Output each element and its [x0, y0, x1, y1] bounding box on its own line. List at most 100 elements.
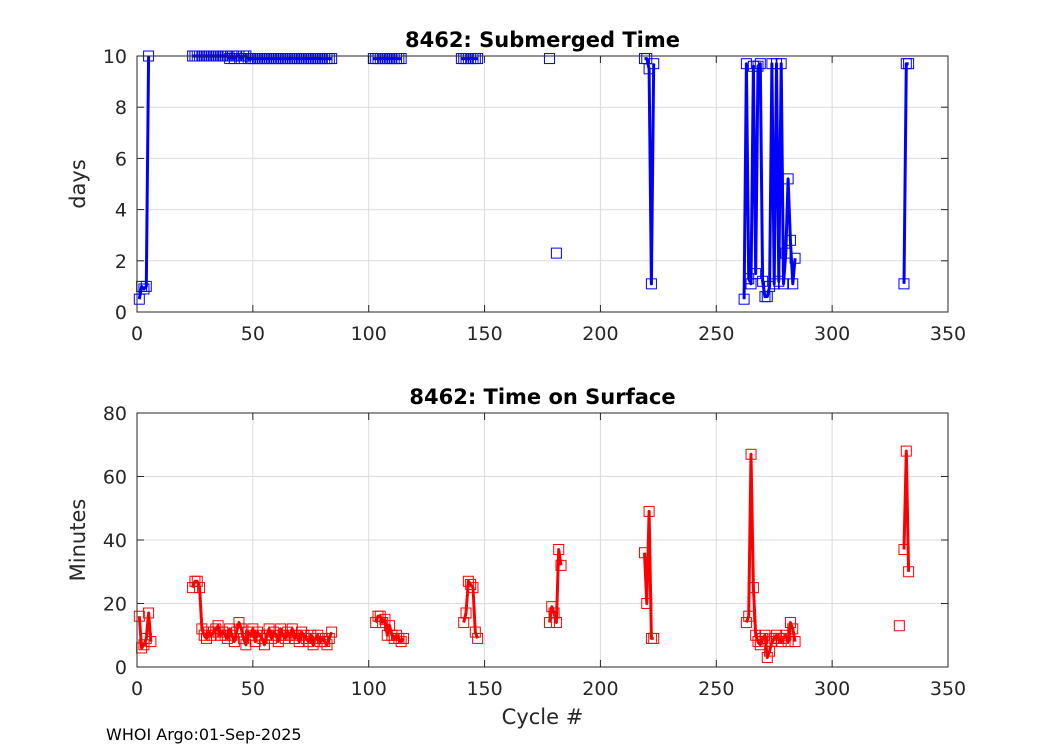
y-tick-label: 6 [115, 148, 127, 170]
data-point-marker [553, 544, 565, 556]
series-line [902, 62, 909, 284]
data-point-marker [898, 544, 910, 556]
x-tick-label: 350 [930, 678, 966, 700]
data-point-marker [759, 629, 771, 641]
plot-area [137, 56, 948, 312]
x-tick-label: 250 [698, 323, 734, 345]
data-point-marker [550, 617, 562, 629]
y-tick-label: 4 [115, 200, 127, 222]
data-point-marker [900, 445, 912, 457]
y-tick-label: 0 [115, 302, 127, 324]
data-point-marker [745, 448, 757, 460]
data-point-marker [460, 607, 472, 619]
x-tick-label: 150 [466, 678, 502, 700]
data-point-marker [782, 173, 794, 185]
data-point-marker [645, 278, 657, 290]
data-point-marker [648, 632, 660, 644]
data-point-marker [397, 632, 409, 644]
data-point-marker [326, 53, 338, 65]
data-point-marker [138, 639, 150, 651]
data-point-marker [546, 601, 558, 613]
series-line [643, 509, 654, 640]
data-point-marker [472, 53, 484, 65]
data-point-marker [787, 623, 799, 635]
data-point-marker [377, 617, 389, 629]
y-tick-label: 60 [103, 467, 127, 489]
chart-panel-2: 0 50 100 150 200 250 300 350 0 20 40 60 80 8462: Time… [66, 385, 966, 729]
data-point-marker [782, 636, 794, 648]
y-tick-label: 80 [103, 403, 127, 425]
data-point-marker [893, 620, 905, 632]
x-tick-label: 100 [351, 323, 387, 345]
data-point-marker [641, 598, 653, 609]
data-point-marker [138, 283, 150, 295]
data-point-marker [395, 636, 407, 648]
x-tick-label: 0 [131, 323, 143, 345]
axes-box [136, 412, 949, 668]
chart-title: 8462: Submerged Time [405, 28, 680, 52]
data-point-marker [757, 632, 769, 644]
data-point-marker [784, 617, 796, 629]
data-point-marker [743, 610, 755, 622]
data-point-marker [903, 58, 915, 70]
data-point-marker [789, 636, 801, 648]
x-tick-label: 300 [814, 678, 850, 700]
y-tick-label: 2 [115, 251, 127, 273]
x-tick-label: 0 [131, 678, 143, 700]
x-tick-label: 300 [814, 323, 850, 345]
data-point-marker [145, 636, 157, 648]
y-tick-label: 40 [103, 530, 127, 552]
x-tick-label: 250 [698, 678, 734, 700]
data-point-marker [224, 623, 236, 635]
data-point-marker [750, 268, 762, 280]
data-point-marker [143, 607, 155, 619]
y-tick-label: 20 [103, 594, 127, 616]
data-point-marker [550, 247, 562, 259]
data-point-marker [465, 578, 477, 590]
x-tick-label: 50 [241, 323, 265, 345]
data-point-marker [740, 58, 752, 70]
data-point-marker [543, 53, 555, 65]
data-point-marker [740, 617, 752, 629]
data-point-marker [395, 53, 407, 65]
y-axis-label: days [66, 159, 90, 209]
data-point-marker [194, 582, 206, 594]
data-point-marker [643, 505, 655, 517]
data-point-marker [472, 632, 484, 644]
x-tick-label: 100 [351, 678, 387, 700]
data-point-marker [903, 566, 915, 578]
y-tick-label: 0 [115, 657, 127, 679]
data-point-marker [323, 632, 335, 644]
data-point-marker [754, 58, 766, 70]
data-point-marker [140, 280, 152, 292]
x-tick-label: 50 [241, 678, 265, 700]
x-tick-label: 150 [466, 323, 502, 345]
data-point-marker [738, 293, 750, 305]
data-point-marker [787, 278, 799, 290]
x-tick-label: 350 [930, 323, 966, 345]
series-line [462, 579, 480, 639]
x-tick-label: 200 [582, 323, 618, 345]
data-point-marker [789, 252, 801, 264]
x-axis-label: Cycle # [502, 705, 584, 729]
y-axis-label: Minutes [66, 499, 90, 582]
data-point-marker [747, 582, 759, 594]
footer-text: WHOI Argo:01-Sep-2025 [106, 725, 302, 744]
data-point-marker [233, 617, 245, 629]
data-point-marker [133, 610, 145, 622]
data-point-marker [761, 651, 773, 663]
x-tick-label: 200 [582, 678, 618, 700]
data-point-marker [780, 629, 792, 641]
chart-title: 8462: Time on Surface [409, 385, 675, 409]
data-point-marker [467, 582, 479, 594]
y-tick-label: 8 [115, 97, 127, 119]
y-tick-label: 10 [103, 46, 127, 68]
series-line [902, 449, 911, 572]
data-point-marker [321, 639, 333, 651]
data-point-marker [469, 626, 481, 638]
data-point-marker [784, 234, 796, 246]
data-point-marker [191, 575, 203, 587]
data-point-marker [898, 278, 910, 290]
data-point-marker [638, 547, 650, 559]
data-point-marker [555, 559, 567, 571]
